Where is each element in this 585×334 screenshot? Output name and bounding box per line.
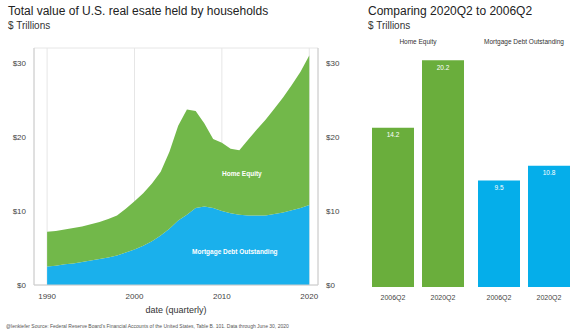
svg-text:2020: 2020 [300,292,318,301]
svg-text:$20: $20 [326,133,340,142]
svg-text:$30: $30 [13,59,27,68]
svg-text:$0: $0 [17,281,26,290]
svg-text:2020Q2: 2020Q2 [431,294,456,302]
html-text:$ Trillions: $ Trillions [8,20,51,31]
svg-text:2010: 2010 [213,292,231,301]
svg-text:2020Q2: 2020Q2 [537,294,562,302]
html-text:Comparing 2020Q2 to 2006Q2: Comparing 2020Q2 to 2006Q2 [368,4,533,18]
svg-text:10.8: 10.8 [543,169,556,176]
html-text:Home Equity: Home Equity [222,170,262,177]
svg-text:$20: $20 [13,133,27,142]
svg-text:14.2: 14.2 [387,131,400,138]
html-text:@lenkiefer Source: Federal Res: @lenkiefer Source: Federal Reserve Board… [6,323,289,329]
html-text:$ Trillions: $ Trillions [368,20,411,31]
svg-text:9.5: 9.5 [494,184,503,191]
svg-text:20.2: 20.2 [437,64,450,71]
html-text:Mortgage Debt Outstanding: Mortgage Debt Outstanding [484,38,564,45]
svg-text:$30: $30 [326,59,340,68]
svg-text:$0: $0 [326,281,335,290]
svg-text:2006Q2: 2006Q2 [381,294,406,302]
html-text:Mortgage Debt Outstanding: Mortgage Debt Outstanding [192,248,278,255]
svg-text:2006Q2: 2006Q2 [487,294,512,302]
svg-text:$10: $10 [326,207,340,216]
svg-text:2000: 2000 [126,292,144,301]
svg-text:date (quarterly): date (quarterly) [145,305,206,315]
html-text:Home Equity: Home Equity [399,38,437,45]
svg-text:1990: 1990 [38,292,56,301]
html-text:Total value of U.S. real esate: Total value of U.S. real esate held by h… [8,4,269,18]
svg-text:$10: $10 [13,207,27,216]
